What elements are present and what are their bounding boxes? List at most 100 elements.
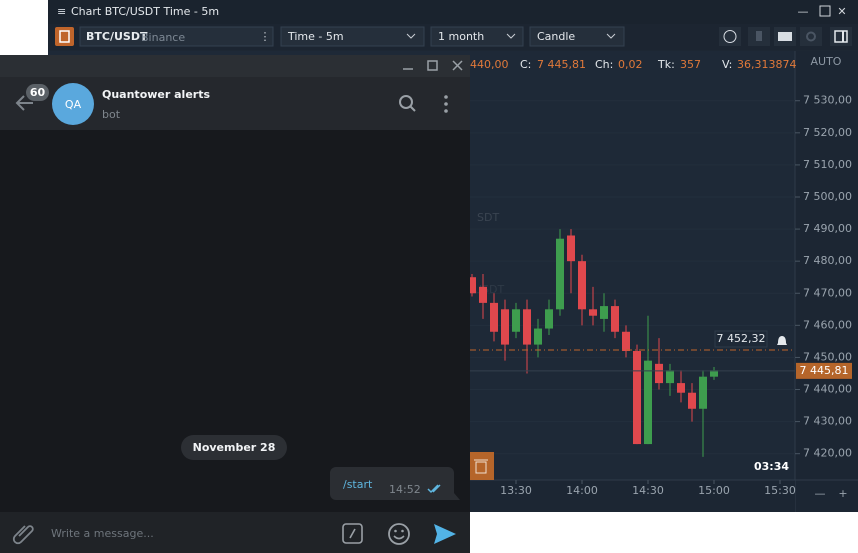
emoji-icon (401, 529, 404, 533)
tool-icon (806, 31, 816, 42)
more-button[interactable] (444, 102, 448, 106)
candle-body (611, 306, 619, 332)
back-button[interactable] (15, 95, 33, 111)
y-tick-label: 7 440,00 (803, 383, 852, 396)
dropdown-arrow (406, 33, 416, 39)
zoom-in[interactable]: + (838, 487, 847, 500)
ticks-value: 357 (680, 58, 701, 71)
last-price-box (796, 362, 852, 379)
maximize-button[interactable] (427, 60, 438, 71)
x-tick-label: 14:30 (632, 484, 664, 497)
avatar-initials: QA (65, 98, 82, 111)
candle-body (490, 302, 498, 332)
candle-body (556, 238, 564, 310)
avatar[interactable] (52, 83, 94, 125)
commands-button[interactable] (342, 523, 363, 544)
price-axis (795, 51, 858, 512)
telegram-title-bar (0, 55, 470, 77)
tool-icon (723, 30, 737, 43)
style-selector[interactable] (529, 26, 625, 47)
x-tick-label: 14:00 (566, 484, 598, 497)
more-button[interactable] (444, 109, 448, 113)
scale-mode[interactable]: AUTO (811, 55, 842, 68)
window-title: Chart BTC/USDT Time - 5m (71, 5, 219, 18)
zoom-out[interactable]: — (815, 487, 826, 500)
y-tick-label: 7 460,00 (803, 318, 852, 331)
candle-body (578, 261, 586, 310)
attach-button[interactable] (12, 525, 34, 545)
candle-body (688, 392, 696, 409)
candle-body (512, 309, 520, 332)
candle-body (468, 277, 476, 294)
search-button[interactable] (399, 95, 413, 109)
unread-count: 60 (30, 86, 46, 99)
symbol: BTC/USDT (86, 30, 148, 43)
candle-body (644, 360, 652, 445)
candle-body (534, 328, 542, 345)
title-bar (48, 0, 858, 24)
symbol-menu[interactable]: ⋮ (260, 30, 271, 43)
candle-body (600, 306, 608, 319)
candle-body (677, 383, 685, 393)
candle-body (567, 235, 575, 262)
dropdown-arrow (506, 33, 516, 39)
panel-button[interactable] (830, 27, 852, 46)
date-pill (181, 435, 287, 460)
x-tick-label: 15:30 (764, 484, 796, 497)
message-bubble[interactable] (330, 467, 460, 500)
message-text: /start (343, 478, 373, 491)
tool-button[interactable] (719, 27, 741, 46)
link-icon (59, 30, 70, 43)
maximize-button[interactable] (819, 5, 831, 17)
timeframe-selector[interactable] (280, 26, 425, 47)
message-input[interactable]: Write a message... (51, 527, 154, 540)
close-value: 7 445,81 (537, 58, 586, 71)
style: Candle (537, 30, 575, 43)
dropdown-arrow (606, 33, 616, 39)
candle-body (622, 331, 630, 352)
alert-bell (777, 335, 787, 345)
y-tick-label: 7 500,00 (803, 190, 852, 203)
tool-button[interactable] (800, 27, 822, 46)
open-value: 440,00 (470, 58, 509, 71)
minimize-button[interactable]: — (798, 5, 809, 18)
link-button[interactable] (55, 27, 74, 46)
period-selector[interactable] (430, 26, 524, 47)
close-button[interactable]: ✕ (837, 5, 846, 18)
search-icon (409, 105, 416, 112)
close-button[interactable] (452, 60, 463, 71)
candle-body (523, 309, 531, 345)
change-label: Ch: (595, 58, 613, 71)
commands-icon (349, 528, 356, 539)
symbol-selector[interactable] (79, 26, 274, 47)
candle-body (633, 351, 641, 445)
y-tick-label: 7 430,00 (803, 415, 852, 428)
emoji-icon (393, 535, 405, 540)
emoji-button[interactable] (388, 523, 410, 545)
period: 1 month (438, 30, 484, 43)
candle-body (666, 370, 674, 384)
chat-name[interactable]: Quantower alerts (102, 88, 210, 101)
menu-icon[interactable]: ≡ (57, 5, 66, 18)
message-time: 14:52 (389, 483, 421, 496)
telegram-window: 60 QA Quantower alerts bot November 28 /… (0, 55, 470, 553)
change-value: 0,02 (618, 58, 643, 71)
bar-timer: 03:34 (754, 460, 789, 473)
y-tick-label: 7 480,00 (803, 254, 852, 267)
timeframe: Time - 5m (287, 30, 344, 43)
more-button[interactable] (444, 95, 448, 99)
alert-label-box (714, 330, 768, 348)
y-tick-label: 7 520,00 (803, 126, 852, 139)
close-label: C: (520, 58, 531, 71)
x-tick-label: 13:30 (500, 484, 532, 497)
y-tick-label: 7 530,00 (803, 94, 852, 107)
exchange: Binance (141, 31, 185, 44)
tool-icon (778, 32, 792, 41)
plot: 7 420,00 7 430,00 7 440,00 7 450,00 7 460,00… (48, 94, 852, 497)
send-button[interactable] (434, 524, 456, 544)
y-tick-label: 7 490,00 (803, 222, 852, 235)
y-tick-label: 7 450,00 (803, 350, 852, 363)
date-label: November 28 (193, 441, 276, 454)
delete-button[interactable] (470, 452, 494, 480)
